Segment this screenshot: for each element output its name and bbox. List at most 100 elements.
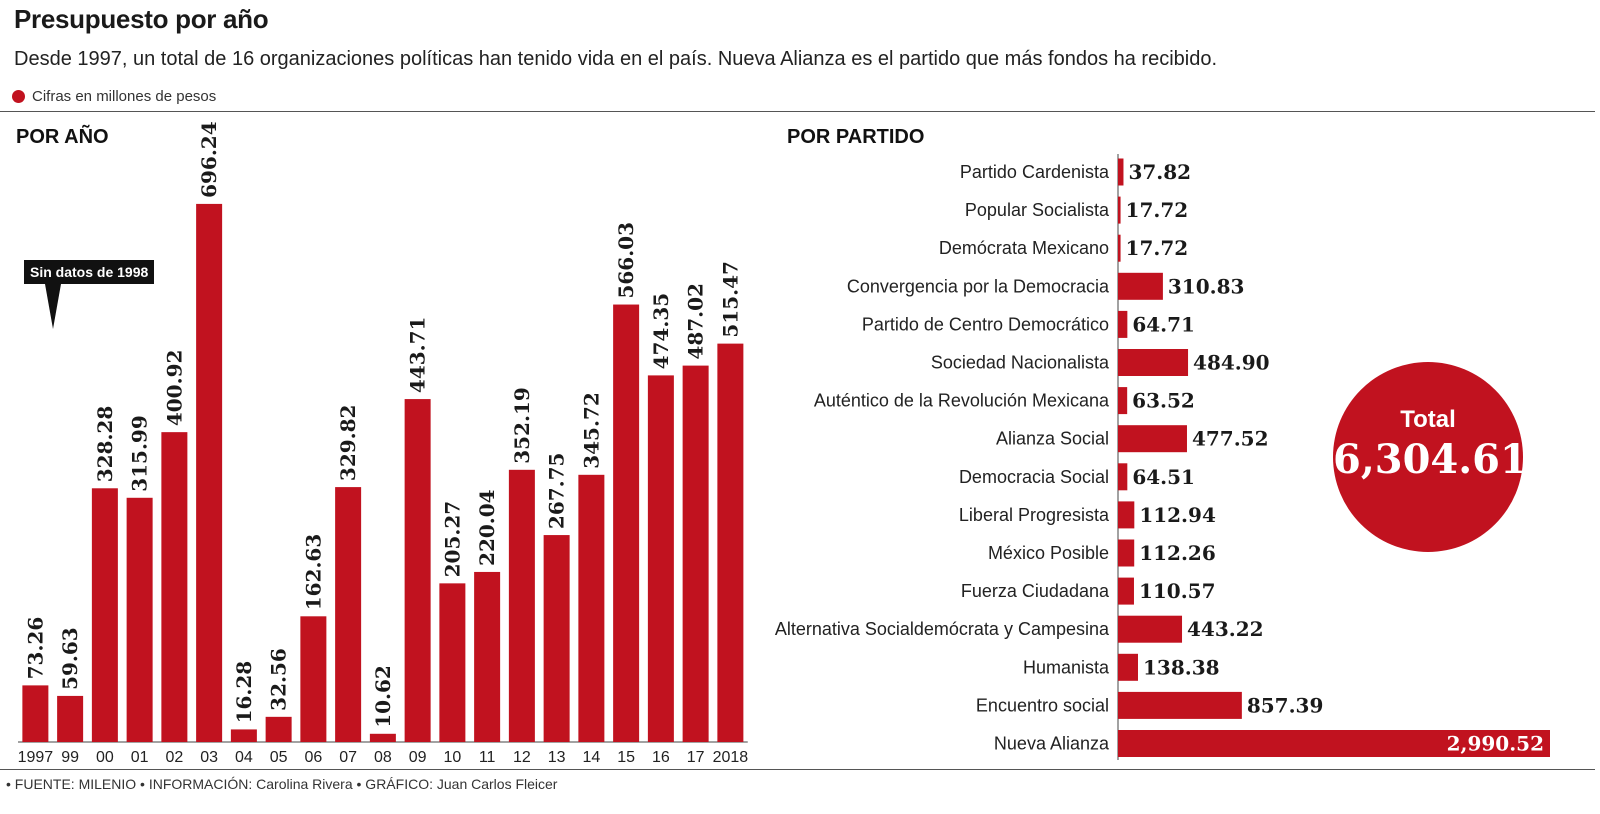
year-value-label: 566.03	[614, 222, 638, 299]
party-value-label: 310.83	[1168, 274, 1245, 298]
year-value-label: 59.63	[58, 627, 82, 690]
party-bar	[1118, 272, 1163, 300]
year-value-label: 267.75	[545, 453, 569, 530]
party-value-label: 17.72	[1126, 198, 1189, 222]
party-category-label: Liberal Progresista	[959, 505, 1110, 525]
year-bar	[508, 469, 535, 742]
year-tick-label: 16	[652, 749, 670, 766]
party-value-label: 443.22	[1187, 617, 1264, 641]
year-value-label: 400.92	[162, 350, 186, 427]
year-bar	[335, 487, 362, 742]
page-title: Presupuesto por año	[14, 4, 269, 34]
party-value-label: 857.39	[1247, 693, 1324, 717]
party-value-label: 64.71	[1132, 312, 1195, 336]
year-tick-label: 11	[479, 749, 496, 766]
year-value-label: 315.99	[128, 415, 152, 492]
year-bar	[91, 488, 118, 742]
party-bar	[1118, 653, 1138, 681]
party-category-label: Alternativa Socialdemócrata y Campesina	[775, 619, 1110, 639]
party-value-label: 37.82	[1128, 160, 1191, 184]
party-bar	[1118, 501, 1135, 529]
year-bar	[404, 399, 431, 742]
party-value-label: 17.72	[1126, 236, 1189, 260]
no-data-callout: Sin datos de 1998	[24, 260, 155, 329]
year-bar	[647, 375, 674, 742]
year-tick-label: 06	[304, 749, 322, 766]
year-bar	[578, 474, 605, 742]
year-tick-label: 03	[200, 749, 218, 766]
party-bar	[1118, 158, 1124, 186]
party-category-label: Alianza Social	[996, 429, 1109, 449]
year-bar	[543, 535, 570, 742]
year-tick-label: 13	[548, 749, 566, 766]
party-value-label: 2,990.52	[1447, 732, 1544, 756]
party-value-label: 63.52	[1132, 389, 1195, 413]
year-value-label: 443.71	[406, 317, 430, 394]
year-bar	[126, 497, 153, 742]
party-bar	[1118, 463, 1128, 491]
year-tick-label: 08	[374, 749, 392, 766]
party-category-label: México Posible	[988, 543, 1109, 563]
party-category-label: Convergencia por la Democracia	[847, 276, 1110, 296]
top-divider	[0, 111, 1595, 112]
party-category-label: Partido Cardenista	[960, 162, 1110, 182]
year-bar	[717, 343, 744, 742]
party-category-label: Sociedad Nacionalista	[931, 353, 1110, 373]
year-value-label: 32.56	[267, 648, 291, 711]
year-bar	[196, 203, 223, 742]
year-bar	[161, 432, 188, 742]
year-value-label: 487.02	[684, 283, 708, 360]
year-bar	[57, 695, 84, 742]
total-value: 6,304.61	[1333, 436, 1528, 483]
year-bar	[682, 365, 709, 742]
year-value-label: 345.72	[579, 392, 603, 469]
callout-arrow-icon	[45, 284, 61, 329]
party-bar	[1118, 234, 1121, 262]
year-tick-label: 2018	[713, 749, 749, 766]
year-bar	[230, 729, 257, 742]
party-category-label: Humanista	[1023, 657, 1110, 677]
year-bar	[300, 616, 327, 742]
year-value-label: 328.28	[93, 406, 117, 483]
no-data-callout-label: Sin datos de 1998	[24, 260, 155, 284]
year-tick-label: 02	[165, 749, 183, 766]
year-bar	[613, 304, 640, 742]
party-value-label: 484.90	[1193, 351, 1270, 375]
party-category-label: Fuerza Ciudadana	[961, 581, 1110, 601]
total-badge: Total 6,304.61	[1333, 362, 1528, 552]
year-bar	[474, 571, 501, 742]
party-value-label: 477.52	[1192, 427, 1269, 451]
section-title-by-year: POR AÑO	[16, 126, 109, 148]
legend-dot-icon	[12, 90, 25, 103]
year-tick-label: 17	[687, 749, 705, 766]
party-value-label: 112.94	[1139, 503, 1216, 527]
year-bar	[439, 583, 466, 742]
bottom-divider	[0, 769, 1595, 770]
year-value-label: 162.63	[301, 534, 325, 611]
units-legend-label: Cifras en millones de pesos	[32, 88, 217, 105]
year-tick-label: 12	[513, 749, 531, 766]
party-bar-chart: Partido Cardenista 37.82 Popular Socialist…	[775, 154, 1550, 760]
year-value-label: 474.35	[649, 293, 673, 370]
year-value-label: 352.19	[510, 387, 534, 464]
party-bar	[1118, 539, 1135, 567]
year-tick-label: 1997	[18, 749, 54, 766]
party-bar	[1118, 310, 1128, 338]
section-title-by-party: POR PARTIDO	[787, 126, 925, 148]
year-value-label: 73.26	[23, 617, 47, 680]
party-category-label: Demócrata Mexicano	[939, 238, 1109, 258]
party-bar	[1118, 691, 1242, 719]
year-tick-label: 09	[409, 749, 427, 766]
party-category-label: Democracia Social	[959, 467, 1109, 487]
party-bar	[1118, 615, 1183, 643]
party-bar	[1118, 196, 1121, 224]
party-value-label: 112.26	[1139, 541, 1216, 565]
year-bar	[369, 733, 396, 742]
year-tick-label: 07	[339, 749, 357, 766]
party-category-label: Popular Socialista	[965, 200, 1110, 220]
year-value-label: 515.47	[718, 261, 742, 338]
year-tick-label: 10	[443, 749, 461, 766]
units-legend: Cifras en millones de pesos	[12, 88, 216, 105]
year-bar	[22, 685, 49, 742]
year-bar	[265, 716, 292, 742]
